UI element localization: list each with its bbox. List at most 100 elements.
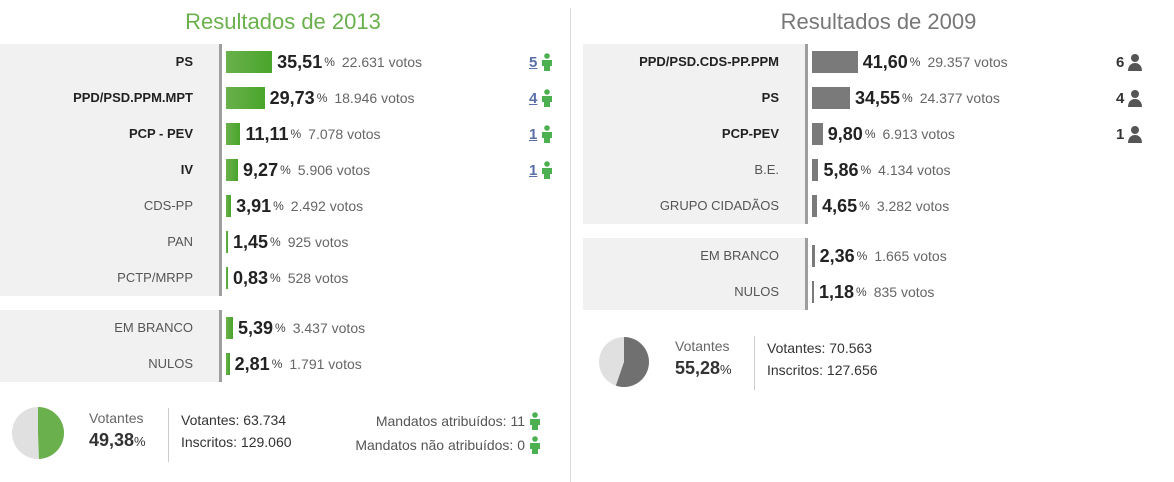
seat-number[interactable]: 5 [529, 53, 538, 71]
seat-count[interactable]: 4 [529, 80, 554, 116]
party-name: CDS-PP [143, 198, 193, 213]
person-green-icon [542, 53, 553, 71]
vote-count: 1.665 votos [874, 248, 947, 264]
seat-number[interactable]: 1 [529, 125, 538, 143]
percent-sign: % [316, 91, 328, 105]
party-row: PCP-PEV 9,80% 6.913 votos 1 [583, 116, 1174, 152]
result-values: 2,36% 1.665 votos [812, 238, 947, 274]
result-values: 2,81% 1.791 votos [226, 346, 362, 382]
result-values: 5,86% 4.134 votos [812, 152, 951, 188]
party-row: EM BRANCO 2,36% 1.665 votos [583, 238, 1174, 274]
vote-count: 5.906 votos [297, 162, 371, 178]
turnout-pct: 49,38% [89, 430, 146, 450]
blank-null-2013-block: EM BRANCO 5,39% 3.437 votos NULOS 2,81% 1.791… [0, 310, 566, 382]
person-gray-icon [1128, 54, 1143, 71]
party-name: PPD/PSD.CDS-PP.PPM [639, 54, 779, 69]
turnout-2009-pie [599, 337, 649, 387]
party-row: PPD/PSD.PPM.MPT 29,73% 18.946 votos 4 [0, 80, 566, 116]
vote-percentage: 11,11 [245, 123, 289, 144]
vote-count: 4.134 votos [878, 162, 951, 178]
person-gray-icon [1128, 126, 1143, 143]
vote-count: 18.946 votos [334, 90, 415, 106]
seat-count[interactable]: 5 [529, 44, 554, 80]
percent-sign: % [275, 321, 286, 335]
summary-2013: Votantes 49,38% Votantes: 63.734 Inscrit… [0, 382, 566, 472]
vote-count: 925 votos [287, 234, 349, 250]
vote-count: 2.492 votos [290, 198, 364, 214]
percent-sign: % [273, 199, 284, 213]
seat-number: 6 [1116, 53, 1125, 71]
vote-percentage: 3,91 [236, 195, 272, 216]
vote-percentage: 34,55 [855, 87, 901, 108]
party-name: PAN [167, 234, 193, 249]
party-row: EM BRANCO 5,39% 3.437 votos [0, 310, 566, 346]
vote-count: 3.282 votos [876, 198, 950, 214]
vote-bar [226, 317, 233, 339]
party-row: PS 35,51% 22.631 votos 5 [0, 44, 566, 80]
vote-count: 6.913 votos [882, 126, 955, 142]
vote-percentage: 9,80 [827, 123, 863, 144]
party-name: EM BRANCO [114, 320, 193, 335]
results-2013-panel: Resultados de 2013 PS 35,51% 22.631 votos 5… [0, 0, 566, 472]
turnout-pct: 55,28% [675, 358, 732, 378]
seats-unassigned: Mandatos não atribuídos: 0 [355, 436, 542, 454]
vote-bar [812, 245, 815, 267]
seat-number[interactable]: 1 [529, 161, 538, 179]
result-values: 9,80% 6.913 votos [812, 116, 955, 152]
vote-bar [226, 195, 232, 217]
vote-percentage: 41,60 [862, 51, 908, 72]
summary-divider [754, 336, 755, 390]
seat-count: 6 [1116, 44, 1143, 80]
turnout-2013-pie-slice [38, 407, 64, 459]
result-values: 34,55% 24.377 votos [812, 80, 1000, 116]
vote-count: 29.357 votos [927, 54, 1008, 70]
person-green-icon [542, 89, 553, 107]
person-green-icon [542, 161, 553, 179]
percent-sign: % [280, 163, 291, 177]
result-values: 1,45% 925 votos [226, 224, 348, 260]
registered-count: Inscritos: 127.656 [767, 362, 878, 378]
result-values: 4,65% 3.282 votos [812, 188, 949, 224]
seat-count[interactable]: 1 [529, 116, 554, 152]
seat-count[interactable]: 1 [529, 152, 554, 188]
vote-bar [812, 281, 814, 303]
party-name: EM BRANCO [700, 248, 779, 263]
percent-sign: % [859, 199, 870, 213]
vote-percentage: 9,27 [243, 159, 279, 180]
person-green-icon [530, 436, 540, 454]
seat-number: 1 [1116, 125, 1125, 143]
vote-count: 528 votos [287, 270, 349, 286]
vote-percentage: 29,73 [269, 87, 315, 108]
vote-percentage: 0,83 [233, 267, 269, 288]
vote-bar [226, 123, 241, 145]
vote-count: 835 votos [873, 284, 935, 300]
vote-bar [226, 87, 265, 109]
result-values: 1,18% 835 votos [812, 274, 934, 310]
seat-count: 4 [1116, 80, 1143, 116]
party-name: PS [175, 54, 193, 69]
vote-percentage: 35,51 [277, 51, 323, 72]
vote-bar [226, 159, 239, 181]
party-row: CDS-PP 3,91% 2.492 votos [0, 188, 566, 224]
results-2009-panel: Resultados de 2009 PPD/PSD.CDS-PP.PPM 41,… [583, 0, 1174, 400]
percent-sign: % [271, 357, 283, 371]
seat-number[interactable]: 4 [529, 89, 538, 107]
party-name: NULOS [148, 356, 193, 371]
result-values: 9,27% 5.906 votos [226, 152, 370, 188]
party-name: PPD/PSD.PPM.MPT [73, 90, 193, 105]
vote-percentage: 4,65 [822, 195, 858, 216]
vote-count: 24.377 votos [919, 90, 1000, 106]
party-row: PS 34,55% 24.377 votos 4 [583, 80, 1174, 116]
vote-percentage: 5,86 [823, 159, 859, 180]
column-divider [570, 8, 571, 482]
party-name: PCTP/MRPP [117, 270, 193, 285]
vote-count: 7.078 votos [308, 126, 381, 142]
party-row: NULOS 1,18% 835 votos [583, 274, 1174, 310]
seat-number: 4 [1116, 89, 1125, 107]
party-name: NULOS [734, 284, 779, 299]
vote-count: 22.631 votos [341, 54, 423, 70]
percent-sign: % [860, 163, 872, 177]
party-name: PCP - PEV [128, 126, 193, 141]
registered-count: Inscritos: 129.060 [181, 434, 292, 450]
party-row: PAN 1,45% 925 votos [0, 224, 566, 260]
